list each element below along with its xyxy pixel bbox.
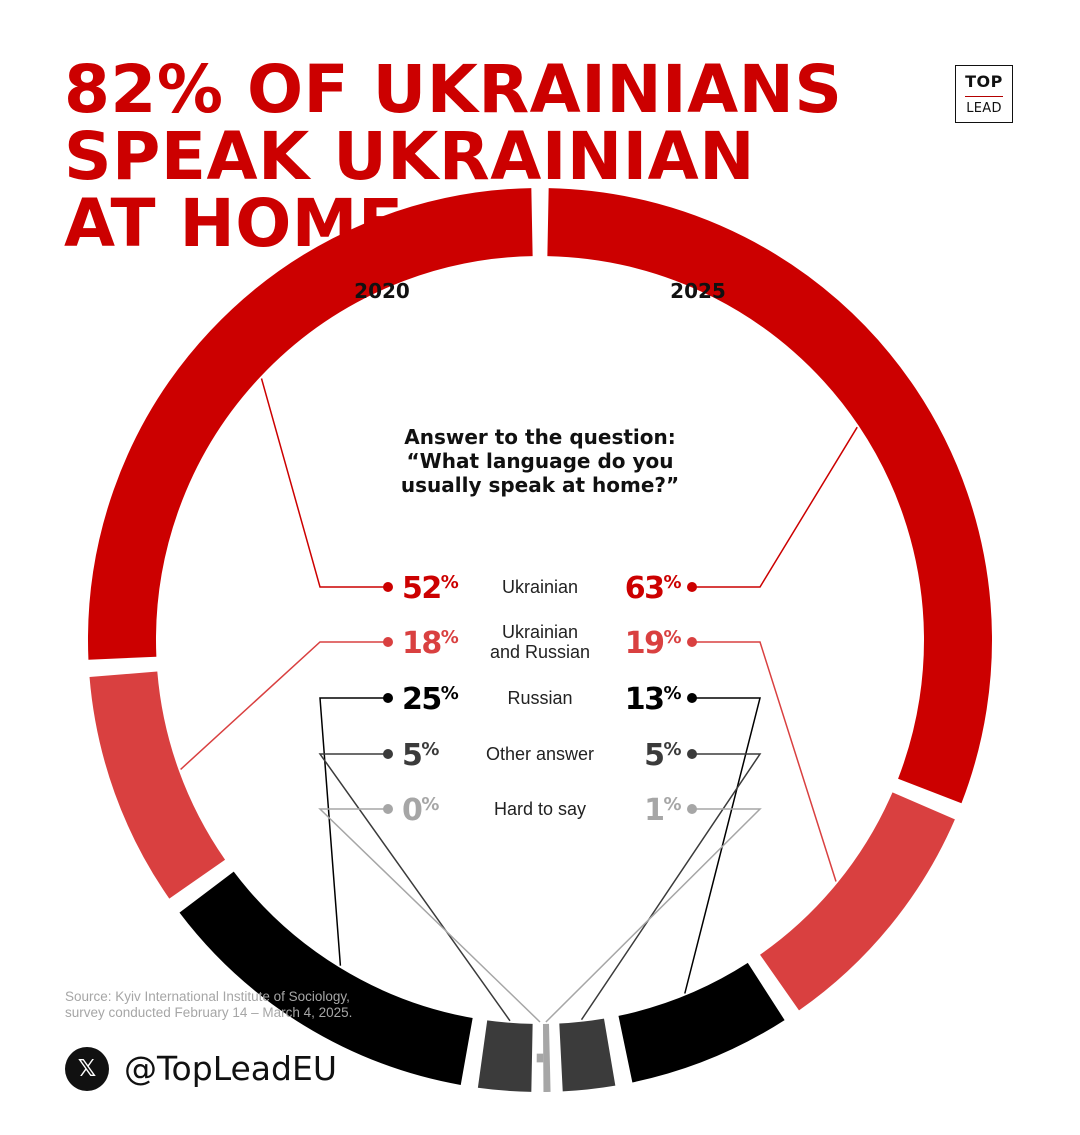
segment-2025-ukrainian-and-russian	[759, 791, 955, 1011]
logo-divider	[965, 96, 1003, 97]
value-dot-2020-ukrainian-and-russian	[383, 637, 393, 647]
connector-2020-russian	[319, 697, 388, 966]
segment-2020-other-answer	[477, 1020, 534, 1092]
connector-2020-hard-to-say	[318, 808, 541, 1023]
connector-2025-ukrainian	[692, 426, 858, 588]
category-label-ukrainian-and-russian: Ukrainian	[502, 622, 578, 642]
connector-2025-ukrainian-and-russian	[692, 641, 837, 882]
category-label-other-answer: Other answer	[486, 744, 594, 764]
value-label-2020-ukrainian: 52%	[402, 571, 459, 606]
segment-2025-other-answer	[558, 1018, 616, 1092]
connector-2025-other-answer	[580, 753, 762, 1021]
value-label-2025-ukrainian: 63%	[625, 571, 682, 606]
title-line: 82% OF UKRAINIANS	[64, 51, 843, 128]
value-label-2020-other-answer: 5%	[402, 738, 439, 773]
value-label-2020-hard-to-say: 0%	[402, 793, 439, 828]
value-label-2025-hard-to-say: 1%	[644, 793, 681, 828]
value-dot-2025-russian	[687, 693, 697, 703]
page-title: 82% OF UKRAINIANS SPEAK UKRAINIAN AT HOM…	[64, 56, 904, 257]
value-dot-2025-ukrainian	[687, 582, 697, 592]
logo-text-bottom: LEAD	[966, 101, 1002, 116]
value-dot-2020-ukrainian	[383, 582, 393, 592]
question-line: usually speak at home?”	[401, 473, 679, 497]
value-label-2020-russian: 25%	[402, 682, 459, 717]
value-dot-2025-ukrainian-and-russian	[687, 637, 697, 647]
category-label-ukrainian-and-russian: and Russian	[490, 642, 590, 662]
value-dot-2020-russian	[383, 693, 393, 703]
question-line: “What language do you	[407, 449, 674, 473]
year-label-2025: 2025	[670, 279, 726, 303]
category-label-hard-to-say: Hard to say	[494, 799, 586, 819]
value-label-2025-other-answer: 5%	[644, 738, 681, 773]
value-dot-2025-other-answer	[687, 749, 697, 759]
social-handle: @TopLeadEU	[124, 1049, 337, 1088]
chart-connectors	[180, 378, 858, 1023]
segment-2020-ukrainian	[88, 188, 533, 660]
top-lead-logo: TOP LEAD	[955, 65, 1013, 123]
logo-text-top: TOP	[965, 72, 1003, 91]
value-dot-2025-hard-to-say	[687, 804, 697, 814]
x-logo-icon: 𝕏	[65, 1047, 109, 1091]
source-note: Source: Kyiv International Institute of …	[65, 989, 485, 1020]
value-dot-2020-other-answer	[383, 749, 393, 759]
category-label-ukrainian: Ukrainian	[502, 577, 578, 597]
category-label-russian: Russian	[507, 688, 572, 708]
source-line: survey conducted February 14 – March 4, …	[65, 1004, 353, 1020]
chart-labels: 52% 18% 25% 5% 0% 63% 19% 13% 5% 1% Ukrainian Ukrai…	[402, 571, 683, 828]
segment-2025-ukrainian	[547, 188, 992, 804]
source-line: Source: Kyiv International Institute of …	[65, 989, 350, 1004]
value-label-2020-ukrainian-and-russian: 18%	[402, 626, 459, 661]
connector-2025-russian	[684, 697, 761, 994]
year-label-2020: 2020	[354, 279, 410, 303]
connector-2020-ukrainian-and-russian	[180, 641, 388, 770]
segment-2020-ukrainian-and-russian	[89, 670, 226, 899]
value-label-2025-ukrainian-and-russian: 19%	[625, 626, 682, 661]
segment-2020-russian	[179, 871, 474, 1085]
connector-2020-ukrainian	[260, 378, 388, 588]
connector-2025-hard-to-say	[545, 808, 762, 1023]
segment-2025-russian	[617, 962, 785, 1083]
title-line: SPEAK UKRAINIAN	[64, 118, 755, 195]
chart-segments	[88, 188, 992, 1092]
value-label-2025-russian: 13%	[625, 682, 682, 717]
question-line: Answer to the question:	[404, 425, 676, 449]
value-dot-2020-hard-to-say	[383, 804, 393, 814]
